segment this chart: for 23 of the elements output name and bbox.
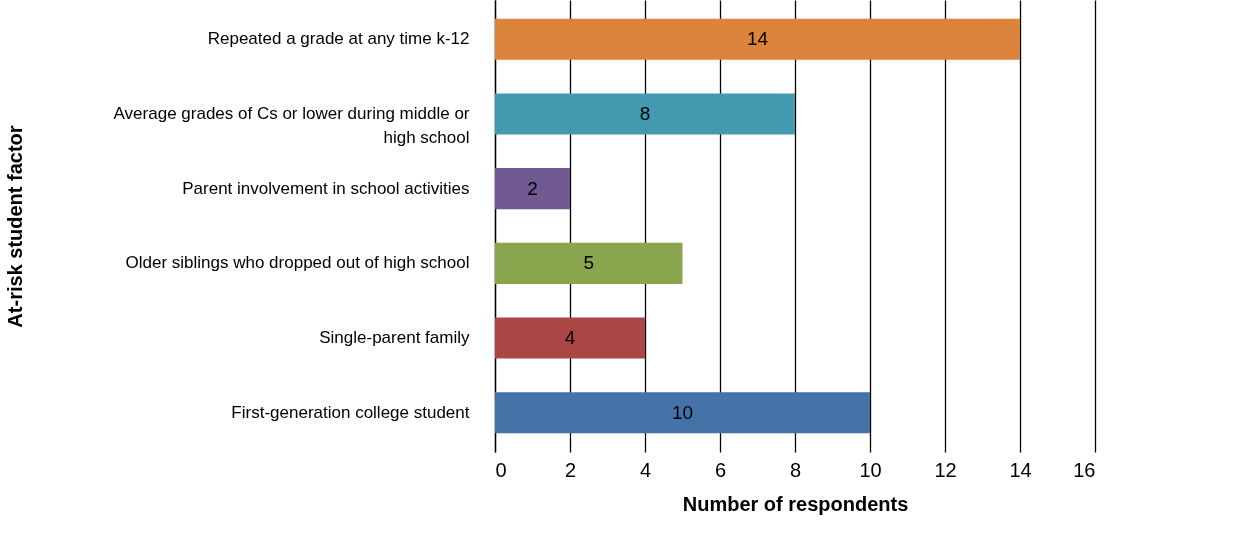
y-tick-label: First-generation college student [231, 402, 470, 422]
y-tick-label: Single-parent family [319, 328, 470, 348]
data-label: 8 [639, 102, 651, 124]
x-tick-label: 12 [934, 458, 957, 481]
data-label: 10 [671, 401, 694, 423]
data-label: 5 [583, 252, 595, 274]
y-tick-label: Parent involvement in school activities [182, 178, 470, 198]
x-axis-title: Number of respondents [682, 492, 909, 515]
x-tick-label: 10 [859, 458, 882, 481]
x-tick-label: 2 [564, 458, 577, 481]
x-tick-label: 0 [495, 458, 507, 481]
x-tick-label: 4 [639, 458, 652, 481]
x-tick-label: 6 [714, 458, 727, 481]
y-tick-label: Average grades of Cs or lower during middle or high school [113, 103, 470, 147]
data-label: 2 [527, 177, 538, 199]
x-tick-label: 8 [789, 458, 802, 481]
y-tick-label: Repeated a grade at any time k-12 [207, 29, 470, 49]
data-label: 4 [564, 327, 576, 349]
x-tick-label: 16 [1073, 458, 1096, 481]
x-tick-label: 14 [1009, 458, 1032, 481]
y-axis-title: At-risk student factor [3, 125, 26, 328]
data-label: 14 [746, 28, 769, 50]
y-tick-label: Older siblings who dropped out of high school [125, 253, 470, 273]
